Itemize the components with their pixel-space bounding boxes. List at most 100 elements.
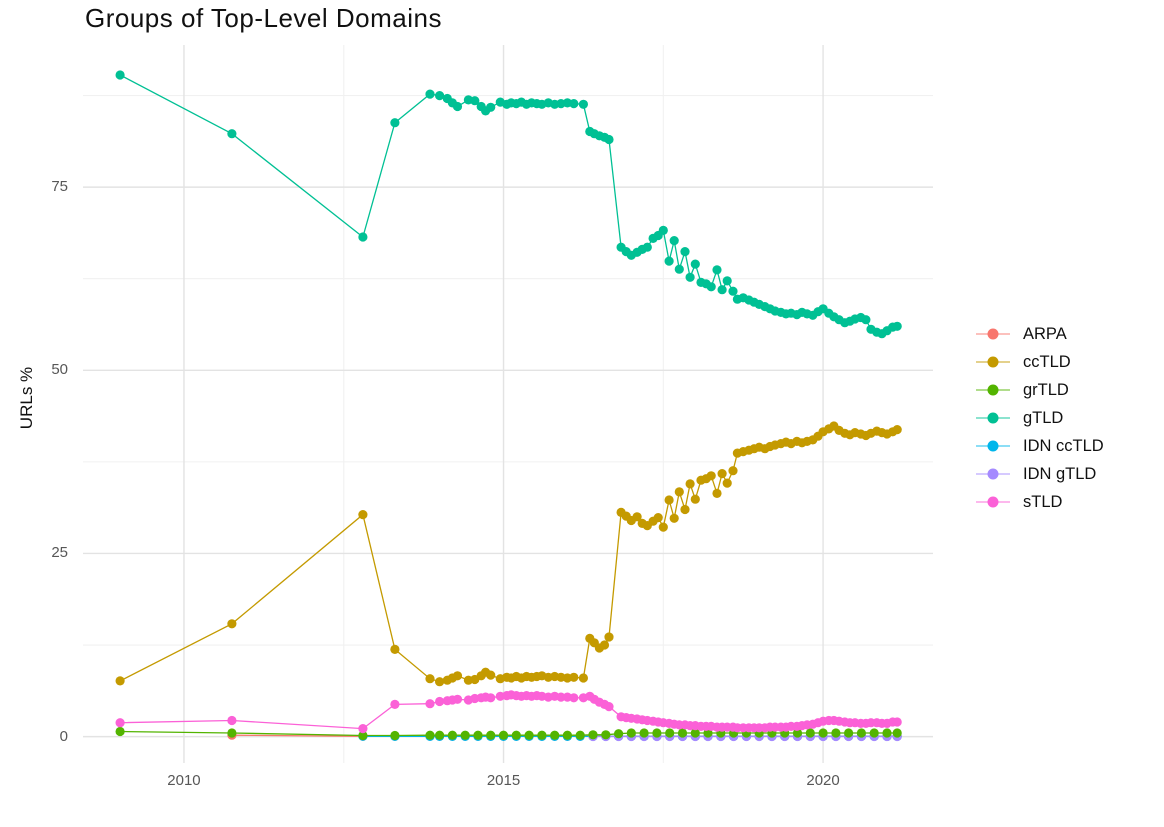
legend-key-swatch	[976, 355, 1010, 369]
data-point	[486, 693, 496, 703]
data-point	[690, 728, 700, 738]
legend-item-idn-gtld: IDN gTLD	[976, 460, 1104, 488]
y-tick-label: 0	[59, 727, 68, 745]
data-point	[425, 699, 435, 709]
data-point	[722, 478, 732, 488]
legend-label: grTLD	[1023, 380, 1069, 399]
data-point	[706, 471, 716, 481]
data-point	[712, 488, 722, 498]
legend-label: IDN ccTLD	[1023, 436, 1104, 455]
x-tick-label: 2010	[167, 772, 201, 789]
legend-key-dot	[987, 496, 999, 508]
data-point	[614, 729, 624, 739]
data-point	[831, 728, 841, 738]
legend-key-swatch	[976, 327, 1010, 341]
data-point	[358, 730, 368, 741]
data-point	[599, 640, 610, 650]
data-point	[604, 702, 614, 712]
legend-item-stld: sTLD	[976, 488, 1104, 516]
legend-item-arpa: ARPA	[976, 320, 1104, 348]
data-point	[665, 728, 675, 738]
data-point	[844, 728, 854, 738]
data-point	[435, 91, 445, 101]
chart-title: Groups of Top-Level Domains	[85, 3, 442, 33]
data-point	[722, 276, 732, 286]
data-point	[562, 730, 573, 740]
series-cctld	[115, 421, 902, 687]
data-point	[664, 256, 674, 266]
data-point	[452, 694, 463, 704]
data-point	[524, 730, 534, 740]
data-point	[712, 265, 722, 275]
data-point	[575, 730, 585, 740]
data-point	[227, 728, 237, 738]
data-point	[604, 134, 614, 145]
data-point	[653, 513, 663, 523]
data-point	[425, 674, 435, 684]
data-point	[425, 89, 435, 99]
legend-key-swatch	[976, 439, 1010, 453]
data-point	[892, 321, 902, 331]
y-tick-label: 50	[51, 361, 68, 379]
data-point	[892, 425, 902, 435]
data-point	[498, 730, 509, 740]
data-point	[452, 671, 463, 681]
data-point	[706, 282, 716, 292]
data-point	[805, 728, 815, 738]
data-point	[511, 730, 521, 740]
data-point	[892, 728, 902, 738]
data-point	[658, 225, 668, 235]
series-gtld	[115, 70, 902, 339]
data-point	[664, 495, 674, 505]
legend-key-dot	[987, 468, 999, 480]
data-point	[452, 101, 463, 112]
legend-label: ARPA	[1023, 324, 1067, 343]
data-point	[390, 644, 400, 655]
y-tick-label: 25	[51, 544, 68, 562]
legend-key-swatch	[976, 495, 1010, 509]
data-point	[604, 632, 614, 642]
data-point	[658, 522, 668, 532]
data-point	[728, 286, 738, 296]
data-point	[358, 509, 368, 520]
data-point	[569, 99, 579, 109]
data-point	[390, 118, 400, 128]
data-point	[470, 96, 480, 106]
legend: ARPA ccTLD grTLD gTLD IDN ccTLD IDN gTLD sTLD	[976, 320, 1104, 516]
data-point	[690, 259, 700, 269]
data-point	[892, 717, 902, 727]
data-point	[669, 513, 679, 523]
data-point	[861, 315, 871, 325]
legend-item-idn-cctld: IDN ccTLD	[976, 432, 1104, 460]
data-point	[639, 728, 649, 738]
legend-item-cctld: ccTLD	[976, 348, 1104, 376]
data-point	[717, 469, 727, 479]
data-point	[435, 677, 445, 687]
data-point	[680, 247, 690, 257]
legend-key-swatch	[976, 467, 1010, 481]
data-point	[486, 670, 496, 680]
data-point	[626, 728, 636, 738]
legend-label: IDN gTLD	[1023, 464, 1097, 483]
legend-key-dot	[987, 440, 999, 452]
data-point	[652, 728, 662, 738]
data-point	[227, 619, 237, 629]
data-point	[390, 730, 400, 741]
data-point	[677, 728, 688, 738]
data-point	[728, 466, 738, 476]
data-point	[601, 730, 611, 740]
data-point	[115, 676, 125, 686]
legend-key-swatch	[976, 411, 1010, 425]
data-point	[486, 102, 496, 112]
data-point	[447, 730, 457, 740]
data-point	[425, 730, 435, 740]
data-point	[569, 693, 579, 703]
data-point	[556, 692, 566, 702]
data-point	[882, 728, 892, 738]
data-point	[358, 724, 368, 734]
legend-label: sTLD	[1023, 492, 1063, 511]
legend-item-grtld: grTLD	[976, 376, 1104, 404]
data-point	[227, 715, 237, 726]
